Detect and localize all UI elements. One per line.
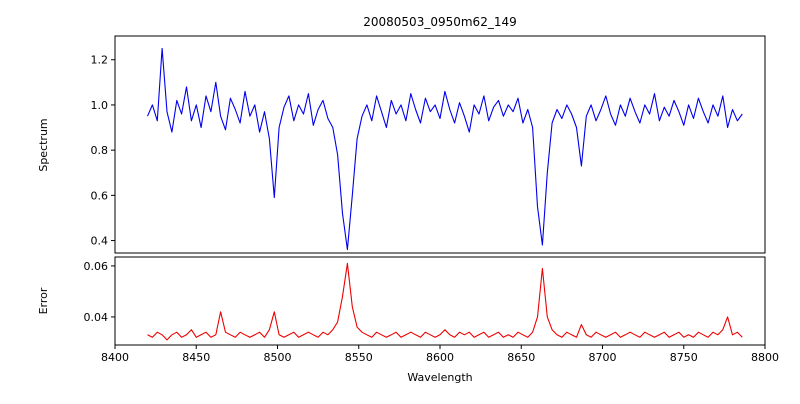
y-tick-label: 0.4 <box>91 235 109 248</box>
spectrum-line <box>146 47 743 251</box>
bottom-y-axis-ticks: 0.04 0.06 <box>84 260 115 324</box>
x-tick-label: 8600 <box>426 351 454 364</box>
x-tick-label: 8800 <box>751 351 779 364</box>
error-line <box>147 262 743 341</box>
top-panel-border <box>114 35 766 254</box>
top-y-axis-ticks: 0.4 0.6 0.8 1.0 1.2 <box>91 54 115 248</box>
top-y-axis-label: Spectrum <box>37 118 50 171</box>
x-tick-label: 8400 <box>101 351 129 364</box>
y-tick-label: 1.0 <box>91 99 109 112</box>
y-tick-label: 0.04 <box>84 311 109 324</box>
x-axis-label: Wavelength <box>407 371 472 384</box>
y-tick-label: 1.2 <box>91 54 109 67</box>
x-tick-label: 8750 <box>670 351 698 364</box>
x-tick-label: 8650 <box>507 351 535 364</box>
y-tick-label: 0.06 <box>84 260 109 273</box>
bottom-y-axis-label: Error <box>37 287 50 314</box>
x-tick-label: 8700 <box>589 351 617 364</box>
x-tick-label: 8550 <box>345 351 373 364</box>
y-tick-label: 0.8 <box>91 144 109 157</box>
x-tick-label: 8450 <box>182 351 210 364</box>
bottom-panel-border <box>114 256 766 346</box>
x-tick-label: 8500 <box>264 351 292 364</box>
x-axis-ticks: 8400 8450 8500 8550 8600 8650 8700 8750 8800 <box>101 345 779 364</box>
y-tick-label: 0.6 <box>91 189 109 202</box>
plot-title: 20080503_0950m62_149 <box>363 15 516 29</box>
